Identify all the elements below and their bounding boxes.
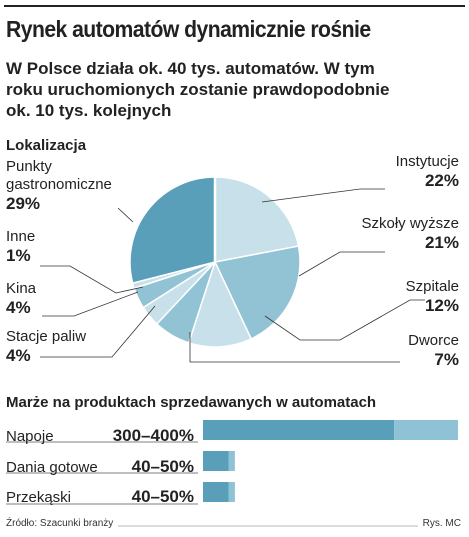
pie-label-instytucje-value: 22% (424, 171, 459, 190)
pie-slice-instytucje (214, 176, 300, 263)
leader-line-punkty (117, 207, 134, 223)
top-rule (4, 5, 465, 7)
bar-base-2 (203, 482, 229, 502)
pie-label-punkty-name: Punkty gastronomiczne (6, 158, 112, 193)
bar-value-przekaski: 40–50% (131, 487, 194, 506)
chart-title: Rynek automatów dynamicznie rośnie (6, 16, 371, 42)
pie-label-szpitale-value: 12% (424, 296, 459, 315)
pie-label-dworce: Dworce 7% (408, 332, 459, 370)
pie-label-punkty: Punkty gastronomiczne 29% (6, 158, 136, 214)
source-note: Źródło: Szacunki branży (6, 518, 114, 529)
pie-label-dworce-name: Dworce (408, 332, 459, 349)
leader-line-dworce (189, 332, 400, 363)
bar-base-1 (203, 451, 229, 471)
bar-category-napoje: Napoje (6, 428, 54, 445)
pie-label-dworce-value: 7% (434, 350, 459, 369)
pie-slice-szkoly (213, 245, 301, 340)
leader-line-szkoly (298, 251, 385, 277)
bar-category-dania: Dania gotowe (6, 459, 98, 476)
leader-line-instytucje (261, 188, 385, 203)
pie-label-instytucje-name: Instytucje (395, 153, 459, 170)
pie-label-szpitale: Szpitale 12% (406, 278, 459, 316)
pie-label-kina-name: Kina (6, 280, 37, 297)
pie-label-szpitale-name: Szpitale (405, 278, 459, 295)
bar-value-napoje: 300–400% (112, 426, 194, 445)
bar-range-0 (394, 420, 458, 440)
pie-label-szkoly-name: Szkoły wyższe (361, 215, 459, 232)
bar-value-dania: 40–50% (131, 457, 194, 476)
chart-subtitle: W Polsce działa ok. 40 tys. automatów. W… (6, 59, 390, 120)
pie-label-inne: Inne 1% (6, 228, 35, 266)
pie-label-kina-value: 4% (6, 298, 31, 317)
pie-label-inne-value: 1% (6, 246, 31, 265)
bar-category-przekaski: Przekąski (6, 489, 72, 506)
bar-base-0 (203, 420, 395, 440)
leader-line-szpitale (264, 299, 425, 341)
pie-label-stacje: Stacje paliw 4% (6, 328, 86, 366)
leader-line-inne (40, 265, 144, 294)
pie-label-kina: Kina 4% (6, 280, 36, 318)
bar-range-1 (228, 451, 235, 471)
pie-label-inne-name: Inne (6, 228, 36, 245)
pie-label-szkoly-value: 21% (424, 233, 459, 252)
credit-note: Rys. MC (422, 518, 461, 529)
pie-label-stacje-name: Stacje paliw (6, 328, 87, 345)
pie-label-stacje-value: 4% (6, 346, 31, 365)
pie-section-title: Lokalizacja (6, 137, 87, 154)
pie-label-szkoly: Szkoły wyższe 21% (361, 215, 459, 253)
pie-label-instytucje: Instytucje 22% (396, 153, 459, 191)
leader-line-stacje (40, 305, 156, 358)
bar-section-title: Marże na produktach sprzedawanych w auto… (6, 394, 377, 411)
leader-line-kina (42, 291, 139, 317)
bar-range-2 (228, 482, 235, 502)
pie-label-punkty-value: 29% (6, 194, 41, 213)
pie-slice-punkty (129, 176, 216, 285)
